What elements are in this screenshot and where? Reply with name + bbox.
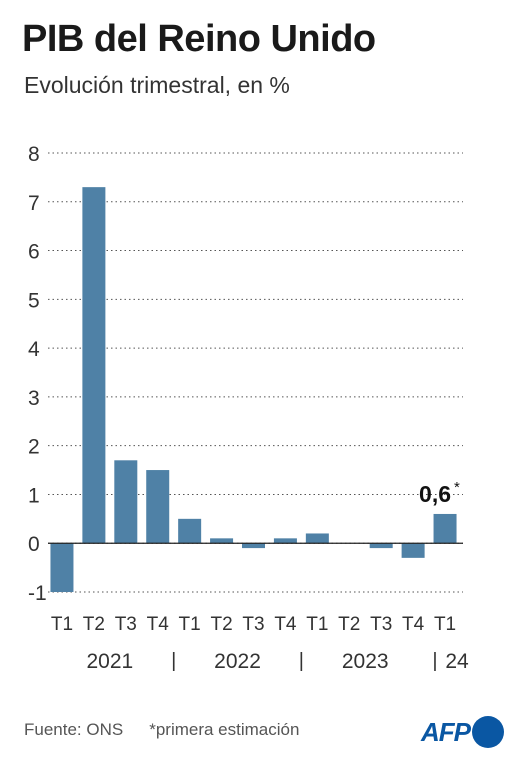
chart-subtitle: Evolución trimestral, en %	[24, 72, 290, 98]
y-tick-label: 5	[28, 289, 40, 312]
y-tick-label: 4	[28, 338, 40, 361]
x-tick-label: T3	[115, 614, 137, 635]
year-label: 2021	[86, 650, 133, 673]
bar	[82, 187, 106, 544]
x-tick-label: T4	[274, 614, 297, 635]
bar	[305, 533, 329, 544]
x-tick-label: T1	[179, 614, 201, 635]
year-separator: |	[299, 650, 304, 672]
bar-chart: -1 0 1 2 3 4 5 6 7 8 T1 T2 T3 T4 T1 T2 T3 T4 T1 T2 T3 T4 T1 202…	[28, 143, 469, 673]
x-tick-label: T2	[210, 614, 232, 635]
bar	[401, 543, 425, 558]
y-tick-label: 3	[28, 387, 40, 410]
source-text: Fuente: ONS	[24, 720, 124, 739]
x-tick-label: T4	[147, 614, 170, 635]
y-tick-label: 2	[28, 436, 40, 459]
bar	[273, 538, 297, 544]
x-tick-label: T1	[434, 614, 456, 635]
bar	[369, 543, 393, 549]
bar	[50, 543, 74, 592]
year-label: 2022	[214, 650, 261, 673]
x-tick-label: T4	[402, 614, 425, 635]
x-tick-label: T2	[83, 614, 105, 635]
year-separator: |	[171, 650, 176, 672]
y-tick-label: 7	[28, 192, 40, 215]
data-label-marker: *	[454, 479, 460, 496]
x-tick-label: T3	[370, 614, 392, 635]
x-tick-label: T1	[51, 614, 73, 635]
afp-logo-text: AFP	[421, 716, 471, 747]
chart-title: PIB del Reino Unido	[22, 18, 376, 60]
afp-logo-circle-icon	[472, 716, 504, 748]
y-tick-label: -1	[28, 582, 47, 605]
x-tick-label: T2	[338, 614, 360, 635]
x-tick-label: T1	[306, 614, 328, 635]
data-label: 0,6	[419, 481, 451, 507]
y-tick-label: 1	[28, 484, 40, 507]
bar	[146, 470, 170, 544]
footer: Fuente: ONS *primera estimación	[24, 720, 299, 740]
year-label: 24	[445, 650, 469, 673]
bar	[242, 543, 265, 549]
bar	[178, 518, 202, 544]
year-separator: |	[432, 650, 437, 672]
bar	[210, 538, 234, 544]
bar	[433, 513, 457, 544]
bar	[114, 460, 138, 544]
x-tick-label: T3	[242, 614, 264, 635]
y-tick-label: 8	[28, 143, 40, 166]
footnote-text: *primera estimación	[149, 720, 300, 739]
year-label: 2023	[342, 650, 389, 673]
y-tick-label: 0	[28, 533, 40, 556]
y-tick-label: 6	[28, 241, 40, 264]
afp-logo: AFP	[421, 714, 504, 750]
